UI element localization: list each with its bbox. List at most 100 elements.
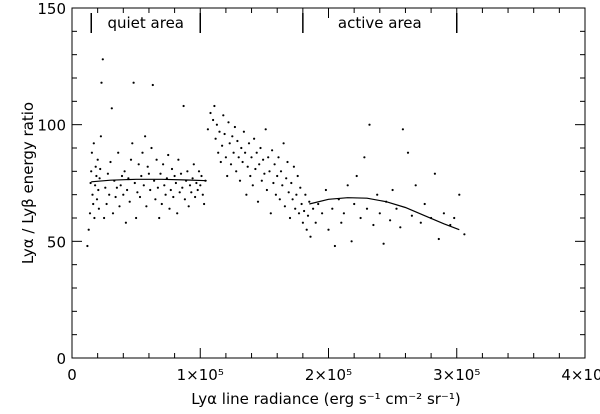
data-point <box>458 193 461 196</box>
data-point <box>137 163 140 166</box>
data-point <box>419 221 422 224</box>
data-point <box>273 163 276 166</box>
y-tick-label: 0 <box>56 350 66 368</box>
data-point <box>389 219 392 222</box>
data-point <box>241 160 244 164</box>
data-point <box>140 174 143 178</box>
data-point <box>278 198 281 201</box>
data-point <box>317 202 320 206</box>
data-point <box>154 198 157 201</box>
data-point <box>255 151 258 154</box>
data-point <box>244 151 247 154</box>
data-point <box>327 228 330 231</box>
data-point <box>135 216 138 220</box>
data-point <box>245 193 248 196</box>
data-point <box>153 179 156 182</box>
data-point <box>186 170 189 173</box>
data-point <box>246 165 249 168</box>
data-point <box>201 193 204 196</box>
data-point <box>158 216 161 220</box>
data-point <box>312 207 315 210</box>
data-point <box>272 181 275 185</box>
data-point <box>215 123 218 126</box>
data-point <box>213 104 216 108</box>
data-point <box>395 207 398 210</box>
data-point <box>163 184 166 187</box>
data-point <box>168 207 171 210</box>
data-point <box>296 174 299 178</box>
data-point <box>281 184 284 187</box>
data-point <box>94 184 97 187</box>
data-point <box>190 191 193 194</box>
data-point <box>110 107 113 110</box>
data-point <box>378 212 381 215</box>
data-point <box>321 212 324 215</box>
data-point <box>274 193 277 196</box>
data-point <box>308 200 311 203</box>
data-point <box>131 142 134 145</box>
data-point <box>363 156 366 159</box>
data-point <box>442 212 445 215</box>
data-point <box>368 123 371 126</box>
data-point <box>145 205 148 208</box>
data-point <box>209 111 212 115</box>
data-point <box>178 191 181 194</box>
data-point <box>176 212 179 215</box>
x-tick-label: 3×10⁵ <box>433 366 480 384</box>
data-point <box>382 242 385 245</box>
data-point <box>285 177 288 180</box>
data-point <box>97 207 100 210</box>
data-point <box>267 156 270 159</box>
tick-labels: 0 1×10⁵ 2×10⁵ 3×10⁵ 4×10⁵ 0 50 100 150 <box>37 0 600 384</box>
data-point <box>141 151 144 154</box>
data-point <box>260 179 263 182</box>
data-point <box>136 191 139 194</box>
data-point <box>250 156 253 159</box>
data-point <box>155 158 158 161</box>
data-point <box>172 195 175 199</box>
x-tick-label: 4×10⁵ <box>561 366 600 384</box>
data-point <box>221 144 224 147</box>
data-point <box>283 205 286 208</box>
data-point <box>401 128 404 131</box>
data-point <box>453 216 456 220</box>
data-point <box>99 167 102 171</box>
data-point <box>151 83 154 87</box>
data-point <box>254 167 257 171</box>
y-tick-label: 150 <box>37 0 66 18</box>
data-point <box>253 137 256 140</box>
data-point <box>223 132 226 136</box>
data-point <box>187 205 190 208</box>
data-point <box>286 160 289 164</box>
data-point <box>181 186 184 189</box>
data-point <box>295 193 298 196</box>
data-point <box>142 184 145 187</box>
region-label: active area <box>338 14 422 32</box>
data-point <box>359 216 362 220</box>
data-point <box>228 142 231 145</box>
data-point <box>177 158 180 161</box>
data-point <box>214 137 217 140</box>
data-point <box>92 202 95 206</box>
data-point <box>391 188 394 192</box>
data-point <box>265 188 268 192</box>
data-point <box>115 186 118 189</box>
data-point <box>124 221 127 224</box>
data-point <box>86 244 89 248</box>
data-point <box>98 177 101 180</box>
data-point <box>242 130 245 133</box>
data-point <box>108 193 111 196</box>
data-point <box>200 174 203 178</box>
data-point <box>97 188 100 192</box>
data-point <box>132 81 135 84</box>
data-point <box>299 186 302 189</box>
data-point <box>173 174 176 178</box>
data-point <box>123 170 126 173</box>
data-point <box>101 58 104 61</box>
data-point <box>463 233 466 236</box>
data-point <box>87 228 90 231</box>
data-point <box>247 142 251 145</box>
data-point <box>91 193 94 196</box>
data-point <box>306 214 310 217</box>
data-point <box>437 237 440 241</box>
